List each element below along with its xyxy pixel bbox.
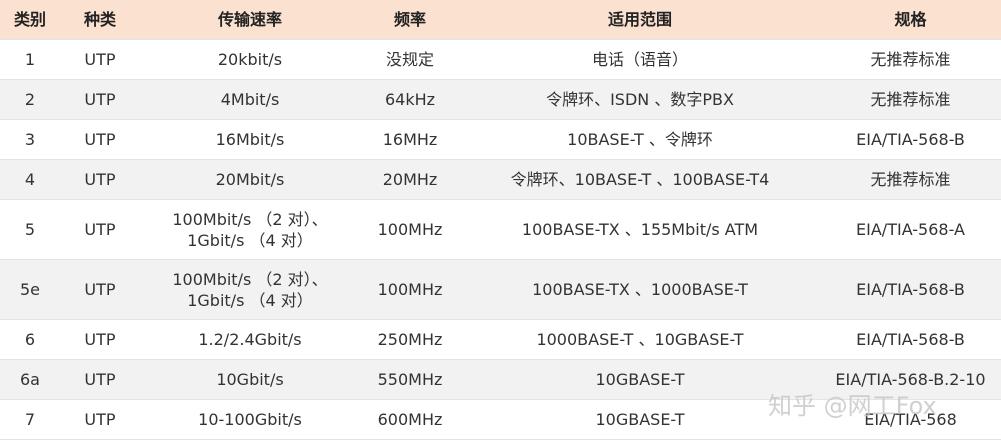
- table-cell: UTP: [84, 370, 116, 389]
- table-cell: 100MHz: [377, 220, 443, 239]
- header-cell: 类别: [13, 10, 46, 29]
- table-cell: 100BASE-TX 、155Mbit/s ATM: [521, 220, 759, 239]
- table-cell: 100Mbit/s （2 对）、 1Gbit/s （4 对）: [172, 269, 328, 310]
- table-row: 4 UTP 20Mbit/s 20MHz 令牌环、10BASE-T 、100BASE-T…: [0, 160, 1001, 200]
- table-cell: UTP: [84, 280, 116, 299]
- table-row: 3 UTP 16Mbit/s 16MHz 10BASE-T 、令牌环 EIA/TIA-56…: [0, 120, 1001, 160]
- table-cell: EIA/TIA-568-B: [856, 280, 965, 299]
- table-cell: UTP: [84, 410, 116, 429]
- table-cell: 250MHz: [377, 330, 443, 349]
- table-cell: 10GBASE-T: [595, 410, 685, 429]
- table-cell: 没规定: [385, 50, 434, 69]
- table-cell: EIA/TIA-568-B: [856, 330, 965, 349]
- table-cell: 无推荐标准: [870, 90, 951, 109]
- table-cell: 4Mbit/s: [220, 90, 280, 109]
- table-cell: UTP: [84, 170, 116, 189]
- table-cell: EIA/TIA-568: [864, 410, 957, 429]
- table-cell: UTP: [84, 330, 116, 349]
- table-row: 6 UTP 1.2/2.4Gbit/s 250MHz 1000BASE-T 、10GBA…: [0, 320, 1001, 360]
- table-cell: UTP: [84, 50, 116, 69]
- table-cell: 2: [24, 90, 36, 109]
- header-cell: 规格: [894, 10, 927, 29]
- table-cell: 5e: [19, 280, 41, 299]
- table-cell: 6: [24, 330, 36, 349]
- table-cell: 10BASE-T 、令牌环: [567, 130, 713, 149]
- table-cell: 10Gbit/s: [216, 370, 284, 389]
- watermark: 知乎 @网工Fox: [768, 392, 937, 420]
- table-cell: 20Mbit/s: [215, 170, 285, 189]
- table-cell: 10GBASE-T: [595, 370, 685, 389]
- table-cell: 令牌环、10BASE-T 、100BASE-T4: [510, 170, 770, 189]
- table-cell: 10-100Gbit/s: [198, 410, 302, 429]
- header-cell: 种类: [83, 10, 116, 29]
- table-cell: 1: [24, 50, 36, 69]
- table-cell: 20kbit/s: [217, 50, 283, 69]
- table-cell: 5: [24, 220, 36, 239]
- header-row: 类别 种类 传输速率 频率 适用范围 规格: [0, 0, 1001, 40]
- header-cell: 传输速率: [217, 10, 282, 29]
- header-cell: 适用范围: [607, 10, 672, 29]
- table-cell: 3: [24, 130, 36, 149]
- table-cell: 550MHz: [377, 370, 443, 389]
- table-cell: 1000BASE-T 、10GBASE-T: [536, 330, 744, 349]
- table-cell: 100Mbit/s （2 对）、 1Gbit/s （4 对）: [172, 209, 328, 250]
- table-cell: 600MHz: [377, 410, 443, 429]
- table-cell: 无推荐标准: [870, 170, 951, 189]
- table-cell: 16MHz: [382, 130, 438, 149]
- table-cell: 1.2/2.4Gbit/s: [198, 330, 302, 349]
- table-cell: 7: [24, 410, 36, 429]
- table-cell: 电话（语音）: [591, 50, 688, 69]
- table-row: 5e UTP 100Mbit/s （2 对）、 1Gbit/s （4 对） 100MH…: [0, 260, 1001, 320]
- table-row: 6a UTP 10Gbit/s 550MHz 10GBASE-T EIA/TIA-568-…: [0, 360, 1001, 400]
- table-cell: EIA/TIA-568-B: [856, 130, 965, 149]
- table-cell: EIA/TIA-568-B.2-10: [835, 370, 986, 389]
- header-cell: 频率: [393, 10, 426, 29]
- table-cell: 6a: [20, 370, 40, 389]
- table-cell: UTP: [84, 220, 116, 239]
- table-row: 5 UTP 100Mbit/s （2 对）、 1Gbit/s （4 对） 100MHz…: [0, 200, 1001, 260]
- table-cell: 16Mbit/s: [215, 130, 285, 149]
- table-cell: 20MHz: [382, 170, 438, 189]
- table-cell: 100BASE-TX 、1000BASE-T: [532, 280, 748, 299]
- table-row: 2 UTP 4Mbit/s 64kHz 令牌环、ISDN 、数字PBX 无推荐标准: [0, 80, 1001, 120]
- table-cell: EIA/TIA-568-A: [856, 220, 965, 239]
- table-cell: 64kHz: [384, 90, 436, 109]
- table-cell: UTP: [84, 90, 116, 109]
- table-cell: 无推荐标准: [870, 50, 951, 69]
- table-cell: 100MHz: [377, 280, 443, 299]
- table-row: 1 UTP 20kbit/s 没规定 电话（语音） 无推荐标准: [0, 40, 1001, 80]
- table-row: 7 UTP 10-100Gbit/s 600MHz 10GBASE-T EIA/TIA-5…: [0, 400, 1001, 440]
- table-cell: 4: [24, 170, 36, 189]
- table-cell: 令牌环、ISDN 、数字PBX: [546, 90, 734, 109]
- table-cell: UTP: [84, 130, 116, 149]
